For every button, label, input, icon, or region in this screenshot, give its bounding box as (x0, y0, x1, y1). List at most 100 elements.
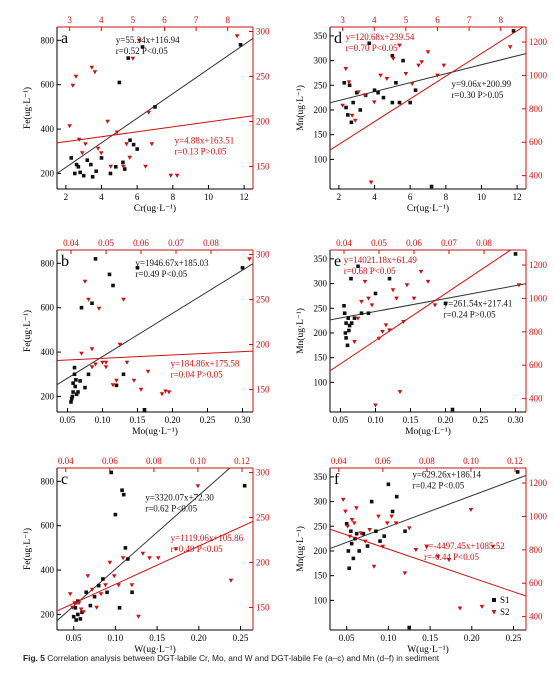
y-tick-label: 300 (314, 279, 328, 289)
point-s1 (92, 594, 97, 599)
fit-equation-s1: y=9.06x+200.99 (452, 79, 512, 89)
point-s1 (358, 108, 363, 112)
fit-stats-s1: r=0.42 P<0.05 (412, 481, 464, 491)
y-axis-label: Fe(ug·L⁻¹) (22, 310, 33, 352)
y-tick-label: 150 (314, 353, 328, 363)
fit-equation-s2: y=4.88x+163.51 (175, 136, 235, 146)
y-tick-label: 200 (314, 328, 328, 338)
y-tick-label: 350 (314, 31, 328, 41)
point-s1 (76, 165, 81, 169)
point-s2 (98, 151, 104, 156)
x-tick-label: 0.25 (200, 415, 216, 425)
point-s2 (340, 497, 346, 502)
fit-stats-s2: r=0.04 P>0.05 (171, 370, 223, 380)
legend-marker-s1 (492, 598, 496, 602)
point-s1 (86, 372, 91, 377)
top-x-tick-label: 0.06 (133, 238, 149, 248)
point-s1 (511, 29, 516, 33)
x-axis-label: W(ug·L⁻¹) (134, 644, 176, 655)
top-x-tick-label: 0.10 (190, 456, 206, 466)
point-s1 (443, 301, 448, 306)
x-tick-label: 0.05 (66, 633, 82, 643)
point-s2 (138, 387, 144, 392)
fit-equation-s1: y=261.54x+217.41 (444, 299, 513, 309)
y-tick-label: 300 (314, 56, 328, 66)
point-s2 (100, 360, 105, 365)
y-tick-label: 800 (41, 476, 55, 486)
point-s1 (78, 170, 82, 175)
fit-stats-s2: r=0.70 P<0.05 (346, 43, 398, 53)
top-x-tick-label: 0.05 (98, 238, 114, 248)
top-x-tick-label: 3 (67, 15, 72, 25)
point-s2 (234, 34, 240, 39)
point-s1 (352, 316, 357, 320)
point-s1 (361, 531, 366, 536)
fit-line-s1 (330, 474, 526, 549)
top-x-tick-label: 0.10 (463, 456, 479, 466)
point-s1 (84, 590, 88, 595)
right-y-tick-label: 250 (256, 513, 270, 523)
x-tick-label: 0.25 (506, 633, 522, 643)
y-tick-label: 100 (314, 154, 328, 164)
point-s1 (373, 291, 378, 296)
point-s2 (346, 80, 352, 85)
fit-stats-s1: r=0.30 P>0.05 (452, 90, 504, 100)
x-tick-label: 0.30 (508, 415, 524, 425)
x-tick-label: 12 (240, 192, 249, 202)
point-s2 (384, 76, 390, 81)
point-s2 (340, 103, 345, 108)
point-s1 (347, 83, 352, 88)
point-s1 (111, 283, 115, 288)
point-s2 (384, 521, 390, 526)
point-s1 (381, 95, 386, 100)
x-tick-label: 6 (135, 192, 140, 202)
point-s2 (114, 130, 120, 135)
x-tick-label: 0.20 (464, 633, 480, 643)
plot-area (330, 27, 526, 189)
point-s2 (89, 365, 95, 370)
point-s2 (70, 83, 76, 88)
y-axis-label: Fe(ug·L⁻¹) (22, 528, 33, 570)
point-s2 (380, 544, 386, 549)
top-x-tick-label: 0.04 (63, 238, 79, 248)
x-axis-label: W(ug·L⁻¹) (407, 644, 449, 655)
panel-a: 2 4 6 8 10 12 200 400 600 800 3 4 5 6 7 8 150 200 250 300 Cr… (22, 15, 270, 214)
top-x-tick-label: 0.06 (375, 456, 391, 466)
point-s2 (354, 506, 359, 511)
fit-stats-s2: r=-0.44 P<0.05 (424, 552, 479, 562)
top-x-tick-label: 0.07 (168, 238, 184, 248)
y-tick-label: 600 (41, 80, 55, 90)
panel-letter: b (61, 253, 69, 270)
point-s2 (419, 60, 424, 65)
point-s1 (80, 610, 84, 615)
point-s2 (143, 164, 148, 169)
point-s2 (390, 288, 396, 293)
right-y-tick-label: 200 (256, 117, 270, 127)
x-tick-label: 0.25 (233, 633, 249, 643)
point-s1 (90, 174, 95, 179)
figure-caption-label: Fig. 5 (23, 653, 45, 663)
point-s1 (356, 264, 360, 269)
point-s2 (168, 173, 174, 178)
legend-label-s1: S1 (500, 595, 510, 605)
top-x-tick-label: 4 (372, 15, 377, 25)
y-tick-label: 350 (314, 254, 328, 264)
fit-stats-s1: r=0.62 P<0.05 (145, 503, 197, 513)
point-s2 (121, 297, 126, 302)
x-tick-label: 0.15 (422, 633, 438, 643)
point-s2 (89, 65, 95, 70)
point-s1 (349, 529, 353, 534)
x-axis-label: Cr(ug·L⁻¹) (407, 203, 449, 214)
point-s2 (352, 118, 358, 123)
fit-stats-s1: r=0.24 P>0.05 (444, 310, 496, 320)
point-s1 (76, 612, 80, 617)
point-s2 (373, 403, 378, 408)
fit-line-s2 (330, 250, 512, 372)
point-s2 (67, 124, 72, 129)
point-s2 (136, 614, 141, 619)
top-x-tick-label: 7 (467, 15, 472, 25)
point-s1 (71, 614, 76, 619)
point-s1 (99, 156, 104, 160)
point-s2 (107, 560, 113, 565)
fit-equation-s2: y=14021.18x+61.49 (344, 255, 418, 265)
